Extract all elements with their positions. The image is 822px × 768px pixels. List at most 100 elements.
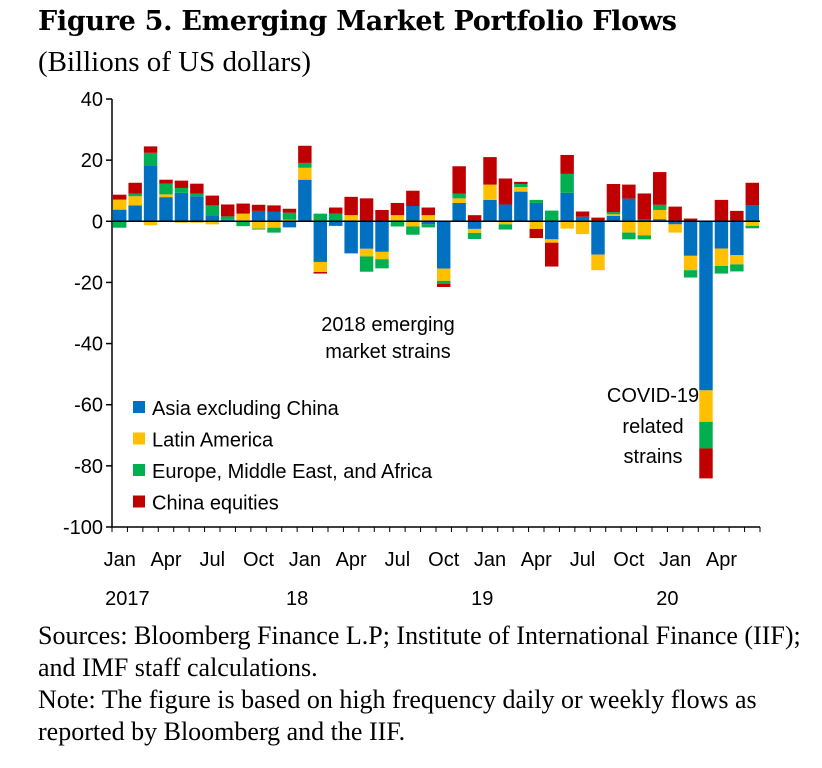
bar-stack-2017-07: [205, 195, 219, 225]
bar-segment-asia-excluding-china-2020-06: [745, 205, 759, 222]
bar-segment-asia-excluding-china-2019-08: [591, 221, 605, 255]
bar-stack-2019-09: [606, 183, 621, 222]
bar-stack-2017-06: [190, 183, 204, 223]
bar-stack-2020-02: [683, 218, 698, 278]
bar-stack-2019-10: [622, 184, 636, 240]
y-tick-label: 0: [92, 211, 103, 233]
bar-segment-latin-america-2019-09: [606, 214, 621, 216]
bar-stack-2020-05: [730, 210, 744, 272]
bar-segment-latin-america-2020-04: [714, 248, 729, 266]
bar-segment-china-equities-2019-11: [637, 193, 651, 220]
bar-stack-2018-08: [406, 190, 420, 235]
bar-segment-latin-america-2017-11: [267, 221, 281, 228]
bar-segment-china-equities-2018-11: [452, 166, 466, 194]
bar-segment-asia-excluding-china-2018-09: [421, 221, 435, 225]
bar-segment-china-equities-2018-08: [406, 190, 420, 206]
bar-segment-latin-america-2017-06: [190, 221, 204, 223]
annotation-covid-line2: related: [622, 416, 683, 438]
bar-segment-china-equities-2019-03: [514, 181, 528, 184]
bar-stack-2019-08: [591, 217, 605, 271]
bar-stack-2018-07: [390, 202, 405, 227]
note-text: Note: The figure is based on high freque…: [38, 685, 757, 746]
bar-segment-latin-america-2018-05: [359, 248, 374, 257]
bar-stack-2018-02: [313, 213, 327, 274]
legend-swatch: [133, 495, 145, 508]
bar-segment-china-equities-2018-10: [437, 283, 451, 288]
bar-segment-latin-america-2019-07: [575, 221, 590, 235]
bar-segment-china-equities-2017-01: [113, 194, 127, 200]
bar-stack-2020-04: [714, 199, 729, 274]
bar-segment-asia-excluding-china-2018-03: [329, 221, 343, 226]
x-tick-label: Apr: [521, 549, 552, 571]
bar-segment-asia-excluding-china-2018-01: [298, 179, 312, 222]
annotation-2018-line2: market strains: [325, 341, 451, 363]
legend-swatch: [133, 432, 145, 445]
bar-segment-asia-excluding-china-2019-04: [529, 202, 543, 222]
bar-segment-europe-middle-east-and-africa-2019-04: [529, 199, 543, 203]
bar-segment-latin-america-2017-01: [113, 199, 127, 210]
bar-segment-asia-excluding-china-2019-06: [560, 192, 574, 222]
bar-segment-latin-america-2018-04: [344, 215, 358, 222]
bar-segment-latin-america-2017-09: [236, 213, 250, 222]
legend-swatch: [133, 464, 145, 476]
bar-stack-2017-01: [113, 194, 127, 228]
x-tick-label: Jul: [199, 549, 225, 571]
bar-segment-china-equities-2017-12: [282, 208, 297, 213]
bar-segment-latin-america-2018-09: [421, 215, 435, 222]
bar-segment-china-equities-2018-12: [467, 215, 482, 222]
bar-segment-china-equities-2019-07: [575, 211, 590, 217]
bar-segment-latin-america-2018-08: [406, 221, 420, 227]
y-tick-label: -80: [74, 456, 103, 478]
bar-segment-asia-excluding-china-2018-02: [313, 221, 327, 262]
bar-segment-latin-america-2019-12: [653, 209, 667, 220]
bar-stack-2018-06: [375, 209, 389, 269]
bar-segment-europe-middle-east-and-africa-2018-03: [329, 213, 343, 222]
bar-segment-china-equities-2017-09: [236, 203, 250, 214]
bar-segment-asia-excluding-china-2018-10: [437, 221, 451, 269]
bar-stack-2020-06: [745, 182, 759, 229]
bar-segment-asia-excluding-china-2017-02: [128, 205, 142, 222]
legend-item: Europe, Middle East, and Africa: [133, 461, 433, 483]
bar-stack-2017-12: [282, 208, 297, 228]
bar-segment-europe-middle-east-and-africa-2018-05: [359, 256, 374, 272]
bar-segment-asia-excluding-china-2019-03: [514, 191, 528, 222]
bar-segment-china-equities-2017-07: [205, 195, 219, 206]
x-tick-label: Jan: [659, 549, 691, 571]
bar-stack-2017-11: [267, 205, 281, 233]
bar-segment-europe-middle-east-and-africa-2019-10: [622, 232, 636, 240]
bar-stack-2019-01: [483, 157, 497, 222]
bar-segment-europe-middle-east-and-africa-2020-03: [699, 421, 713, 449]
y-tick-label: -40: [74, 334, 103, 356]
bar-stack-2018-03: [329, 207, 343, 226]
bar-segment-asia-excluding-china-2018-12: [467, 221, 482, 229]
bar-segment-china-equities-2019-08: [591, 217, 605, 222]
bar-segment-china-equities-2018-07: [390, 202, 405, 216]
annotation-covid: COVID-19 related strains: [607, 385, 699, 468]
bar-segment-asia-excluding-china-2019-12: [653, 219, 667, 222]
bar-stack-2017-08: [221, 204, 235, 222]
x-tick-label: Oct: [613, 549, 645, 571]
bar-segment-europe-middle-east-and-africa-2017-06: [190, 193, 204, 197]
x-year-label: 18: [286, 588, 308, 610]
bar-segment-asia-excluding-china-2020-05: [730, 221, 744, 256]
bar-stack-2017-02: [128, 182, 142, 222]
bar-segment-latin-america-2017-12: [282, 219, 297, 222]
bar-segment-asia-excluding-china-2019-10: [622, 198, 636, 222]
bar-segment-latin-america-2018-02: [313, 261, 327, 273]
bar-segment-china-equities-2020-05: [730, 210, 744, 222]
bar-segment-latin-america-2019-04: [529, 221, 543, 229]
bar-segment-china-equities-2018-01: [298, 145, 312, 163]
bar-stack-2018-12: [467, 215, 482, 240]
bar-stack-2018-01: [298, 145, 312, 222]
bar-segment-europe-middle-east-and-africa-2018-07: [390, 221, 405, 227]
bar-stack-2020-03: [699, 221, 713, 479]
y-tick-label: 20: [81, 150, 103, 172]
bar-stack-2019-12: [653, 172, 667, 222]
bar-segment-europe-middle-east-and-africa-2019-03: [514, 183, 528, 188]
bar-segment-europe-middle-east-and-africa-2018-11: [452, 193, 466, 199]
bar-segment-latin-america-2020-05: [730, 255, 744, 265]
bar-segment-asia-excluding-china-2020-01: [668, 221, 682, 225]
annotation-2018: 2018 emerging market strains: [321, 314, 454, 363]
